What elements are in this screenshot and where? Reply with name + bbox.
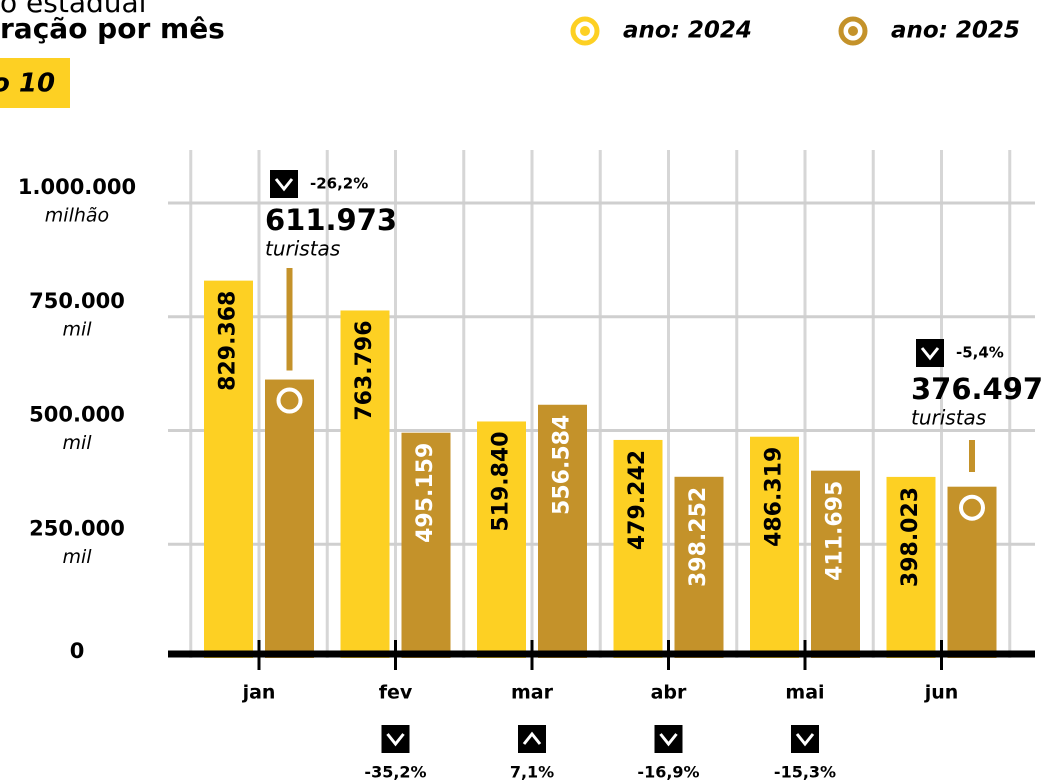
change-arrow (386, 733, 405, 747)
callout-marker (276, 387, 303, 414)
badge: o 10 (0, 69, 55, 99)
change-box (791, 725, 819, 753)
change-box (654, 725, 683, 753)
y-tick-label: 1.000.000 (18, 175, 136, 199)
change-label: -35,2% (364, 763, 426, 781)
bar (613, 439, 663, 658)
x-tick-label: abr (651, 682, 687, 704)
value-label: 495.159 (413, 443, 438, 543)
change-box (381, 725, 410, 753)
value-label: 486.319 (762, 447, 787, 547)
change-arrow (920, 347, 940, 361)
value-label: 829.368 (216, 291, 241, 391)
bar (811, 470, 860, 658)
value-label: 398.252 (686, 487, 711, 587)
bar (204, 280, 253, 658)
bar (401, 432, 451, 658)
value-label: 411.695 (823, 481, 848, 581)
change-label: -16,9% (637, 763, 699, 781)
bar (538, 404, 587, 658)
bar (947, 486, 997, 658)
value-label: 398.023 (898, 487, 923, 587)
x-tick-label: mai (785, 682, 824, 704)
chart-subtitle: o estadual (0, 0, 146, 19)
x-tick-label: jun (924, 682, 959, 704)
x-tick-label: mar (511, 682, 554, 704)
callout-unit: turistas (265, 237, 340, 261)
change-box (270, 170, 298, 198)
legend-dot (580, 26, 590, 36)
callout-value: 376.497 (911, 372, 1043, 406)
y-tick-unit: milhão (45, 205, 109, 227)
legend-marker (838, 16, 868, 46)
y-tick-unit: mil (62, 546, 92, 568)
legend-marker (570, 16, 600, 46)
change-label: 7,1% (510, 763, 554, 781)
y-tick-unit: mil (62, 318, 92, 340)
badge-bg (0, 58, 70, 108)
bar (674, 476, 724, 658)
value-label: 763.796 (352, 320, 377, 420)
change-arrow (795, 733, 815, 747)
y-tick-label: 750.000 (29, 289, 125, 313)
change-box (518, 725, 546, 753)
callout-value: 611.973 (265, 203, 397, 237)
x-tick-label: fev (379, 682, 413, 704)
y-tick-label: 500.000 (29, 403, 125, 427)
legend-label: ano: 2025 (891, 18, 1020, 44)
bar (477, 421, 526, 658)
change-label: -26,2% (310, 175, 368, 193)
change-label: -15,3% (774, 763, 836, 781)
callout-marker (959, 494, 985, 521)
bar (340, 310, 390, 658)
y-tick-label: 250.000 (29, 516, 125, 540)
callout-unit: turistas (911, 406, 986, 430)
chart-title: ração por mês (0, 12, 225, 45)
bar (750, 436, 799, 658)
value-label: 556.584 (550, 415, 575, 515)
legend-label: ano: 2024 (623, 18, 752, 44)
value-label: 519.840 (489, 431, 514, 531)
y-tick-label: 0 (70, 639, 85, 663)
change-label: -5,4% (956, 344, 1004, 362)
bar (886, 476, 936, 658)
y-tick-unit: mil (62, 432, 92, 454)
x-tick-label: jan (242, 682, 276, 704)
change-arrow (659, 733, 678, 747)
legend-dot (848, 26, 858, 36)
value-label: 479.242 (625, 450, 650, 550)
change-box (916, 339, 944, 367)
change-arrow (274, 178, 294, 192)
change-arrow (522, 731, 542, 745)
bar (265, 379, 314, 658)
